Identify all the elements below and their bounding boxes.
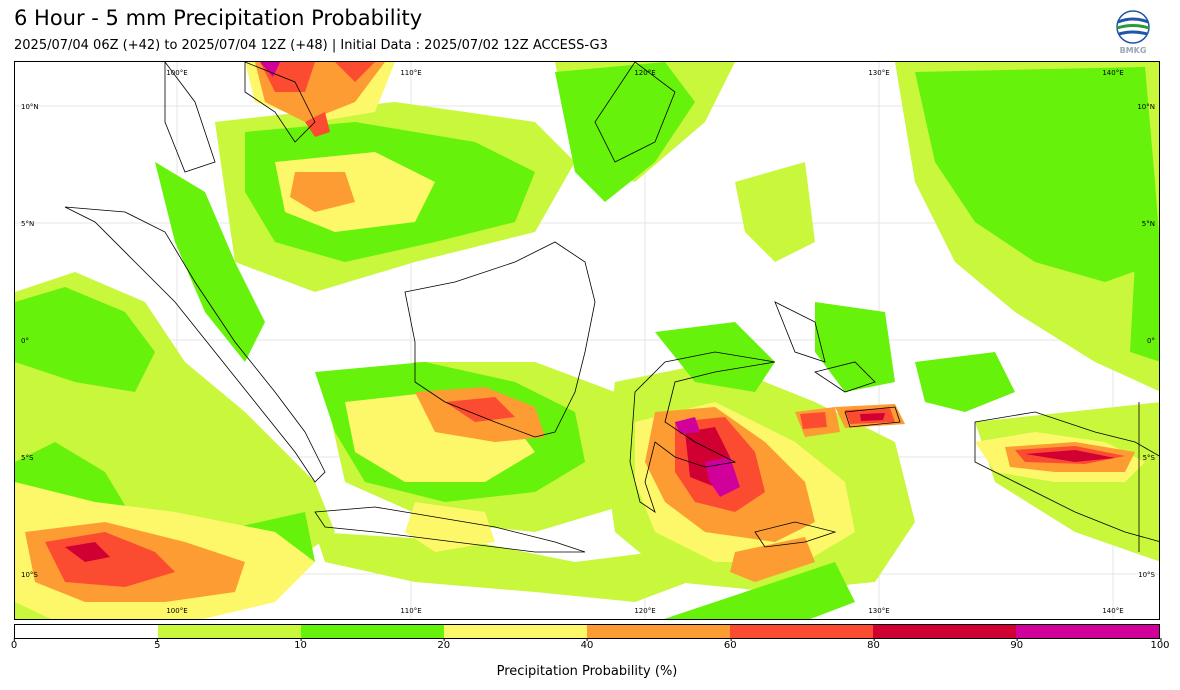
- svg-text:10°N: 10°N: [21, 103, 39, 111]
- lat-labels-left: 10°N 5°N 0° 5°S 10°S: [21, 103, 39, 579]
- svg-text:120°E: 120°E: [634, 607, 655, 615]
- svg-text:140°E: 140°E: [1102, 69, 1123, 77]
- colorbar-tick-label: 90: [1010, 638, 1024, 651]
- colorbar-tick-label: 80: [867, 638, 880, 651]
- colorbar: [14, 624, 1160, 639]
- map-canvas: 100°E 110°E 120°E 130°E 140°E 100°E 110°…: [15, 62, 1159, 619]
- colorbar-segment-7: [1016, 625, 1159, 638]
- colorbar-tick-label: 0: [10, 638, 18, 651]
- colorbar-label: Precipitation Probability (%): [496, 664, 678, 679]
- svg-text:BMKG: BMKG: [1120, 46, 1147, 55]
- colorbar-tick-label: 20: [437, 638, 451, 651]
- colorbar-tick-label: 100: [1150, 638, 1170, 651]
- colorbar-tick-label: 40: [580, 638, 594, 651]
- map-subtitle: 2025/07/04 06Z (+42) to 2025/07/04 12Z (…: [14, 38, 608, 53]
- colorbar-tick-label: 10: [294, 638, 307, 651]
- lon-labels-bottom: 100°E 110°E 120°E 130°E 140°E: [166, 607, 1123, 615]
- svg-text:0°: 0°: [21, 337, 29, 345]
- colorbar-segment-3: [444, 625, 587, 638]
- svg-text:130°E: 130°E: [868, 69, 889, 77]
- colorbar-segment-0: [15, 625, 158, 638]
- svg-text:120°E: 120°E: [634, 69, 655, 77]
- svg-text:10°S: 10°S: [1138, 571, 1155, 579]
- colorbar-ticks: 0 5 10 20 40 60 80 90 100: [10, 638, 1170, 660]
- map-title: 6 Hour - 5 mm Precipitation Probability: [14, 6, 423, 30]
- precipitation-map: 100°E 110°E 120°E 130°E 140°E 100°E 110°…: [14, 61, 1160, 620]
- svg-text:5°S: 5°S: [1143, 454, 1156, 462]
- svg-text:110°E: 110°E: [400, 69, 421, 77]
- svg-text:10°S: 10°S: [21, 571, 38, 579]
- svg-text:0°: 0°: [1147, 337, 1155, 345]
- colorbar-tick-label: 60: [723, 638, 737, 651]
- svg-text:5°N: 5°N: [21, 220, 34, 228]
- svg-text:5°S: 5°S: [21, 454, 34, 462]
- colorbar-segment-5: [730, 625, 873, 638]
- colorbar-segment-2: [301, 625, 444, 638]
- coastlines: [64, 62, 1159, 553]
- svg-text:140°E: 140°E: [1102, 607, 1123, 615]
- lat-labels-right: 10°N 5°N 0° 5°S 10°S: [1137, 103, 1155, 579]
- colorbar-segment-1: [158, 625, 301, 638]
- colorbar-tick-label: 5: [154, 638, 161, 651]
- colorbar-segment-4: [587, 625, 730, 638]
- svg-text:100°E: 100°E: [166, 69, 187, 77]
- precipitation-field: [15, 62, 1159, 619]
- colorbar-segment-6: [873, 625, 1016, 638]
- bmkg-logo: BMKG: [1112, 10, 1154, 56]
- svg-text:130°E: 130°E: [868, 607, 889, 615]
- svg-text:110°E: 110°E: [400, 607, 421, 615]
- svg-text:5°N: 5°N: [1142, 220, 1155, 228]
- svg-text:100°E: 100°E: [166, 607, 187, 615]
- svg-text:10°N: 10°N: [1137, 103, 1155, 111]
- lon-labels-top: 100°E 110°E 120°E 130°E 140°E: [166, 69, 1123, 77]
